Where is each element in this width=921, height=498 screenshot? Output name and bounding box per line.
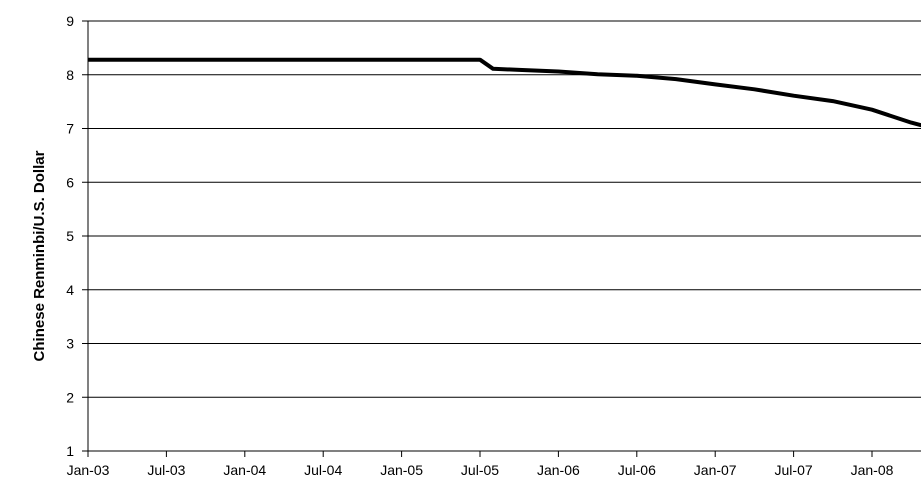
x-tick-label: Jan-06 (537, 462, 580, 478)
series-line-0 (88, 57, 921, 128)
y-axis-title: Chinese Renminbi/U.S. Dollar (31, 150, 48, 361)
x-tick-label: Jan-04 (223, 462, 266, 478)
y-tick-label: 5 (66, 228, 74, 244)
gridlines (88, 20, 921, 398)
y-tick-label: 8 (66, 67, 74, 83)
axes (82, 20, 921, 457)
x-tick-label: Jan-07 (694, 462, 737, 478)
x-tick-label: Jan-08 (851, 462, 894, 478)
y-tick-label: 4 (66, 282, 74, 298)
x-tick-label: Jul-04 (304, 462, 342, 478)
x-tick-label: Jan-05 (380, 462, 423, 478)
x-tick-label: Jul-03 (147, 462, 185, 478)
y-tick-label: 6 (66, 174, 74, 190)
series (88, 57, 921, 128)
y-tick-label: 2 (66, 389, 74, 405)
y-tick-label: 7 (66, 121, 74, 137)
x-tick-label: Jan-03 (67, 462, 110, 478)
y-tick-label: 9 (66, 13, 74, 29)
x-tick-label: Jul-05 (461, 462, 499, 478)
x-tick-label: Jul-06 (618, 462, 656, 478)
x-tick-label: Jul-07 (775, 462, 813, 478)
y-tick-label: 1 (66, 443, 74, 459)
y-tick-label: 3 (66, 336, 74, 352)
tick-labels: 1 2 3 4 5 6 7 8 9 Jan-03 Jul-03 Jan-04 Jul-04 Jan-05 J… (66, 13, 893, 478)
